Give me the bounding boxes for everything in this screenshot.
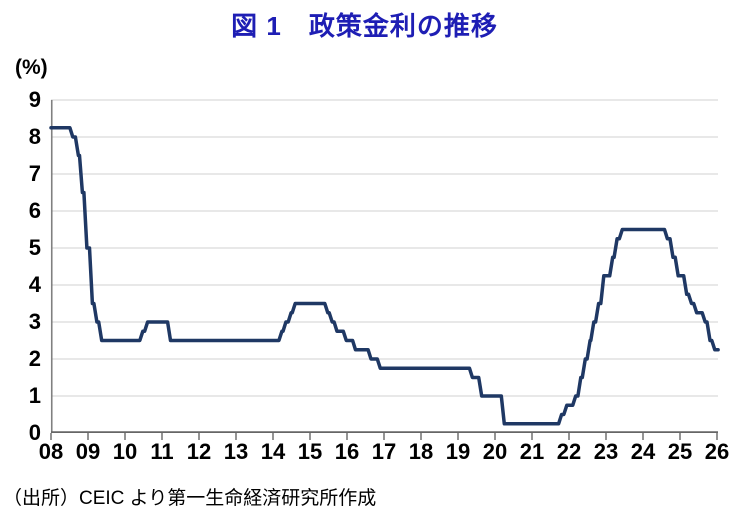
x-tick-label: 22 <box>556 439 582 464</box>
x-tick-label: 12 <box>186 439 212 464</box>
x-tick-label: 09 <box>75 439 101 464</box>
x-tick-label: 20 <box>482 439 508 464</box>
x-tick-label: 11 <box>150 439 174 464</box>
x-tick-label: 19 <box>445 439 471 464</box>
x-tick-label: 26 <box>704 439 729 464</box>
x-tick-label: 15 <box>297 439 323 464</box>
x-tick-label: 08 <box>38 439 64 464</box>
x-tick-label: 21 <box>519 439 545 464</box>
source-note: （出所）CEIC より第一生命経済研究所作成 <box>3 488 377 509</box>
policy-rate-line <box>49 126 720 426</box>
x-tick-label: 14 <box>260 439 286 464</box>
y-axis: 0 1 2 3 4 5 6 7 8 9 <box>0 88 41 445</box>
x-tick-label: 18 <box>408 439 434 464</box>
y-tick-label: 1 <box>28 383 41 408</box>
y-tick-label: 4 <box>28 272 41 297</box>
x-tick-label: 23 <box>593 439 619 464</box>
y-tick-label: 9 <box>28 87 41 112</box>
plot-area <box>49 99 720 440</box>
y-tick-label: 5 <box>28 235 41 260</box>
y-tick-label: 7 <box>28 161 41 186</box>
x-tick-label: 24 <box>630 439 656 464</box>
x-tick-label: 13 <box>223 439 249 464</box>
y-tick-label: 2 <box>28 346 41 371</box>
y-axis-unit-label: (%) <box>15 56 48 79</box>
x-tick-label: 16 <box>334 439 360 464</box>
chart-svg <box>49 99 720 440</box>
y-tick-label: 8 <box>28 124 41 149</box>
x-tick-label: 25 <box>667 439 693 464</box>
x-tick-label: 10 <box>112 439 138 464</box>
chart-title: 図 1 政策金利の推移 <box>231 11 498 41</box>
x-tick-label: 17 <box>371 439 397 464</box>
x-axis: 08 09 10 11 12 13 14 15 16 17 18 19 20 21 22 23 24 25 26 <box>39 439 729 466</box>
y-tick-label: 6 <box>28 198 41 223</box>
y-tick-label: 3 <box>28 309 41 334</box>
y-tick-label: 0 <box>28 420 41 445</box>
